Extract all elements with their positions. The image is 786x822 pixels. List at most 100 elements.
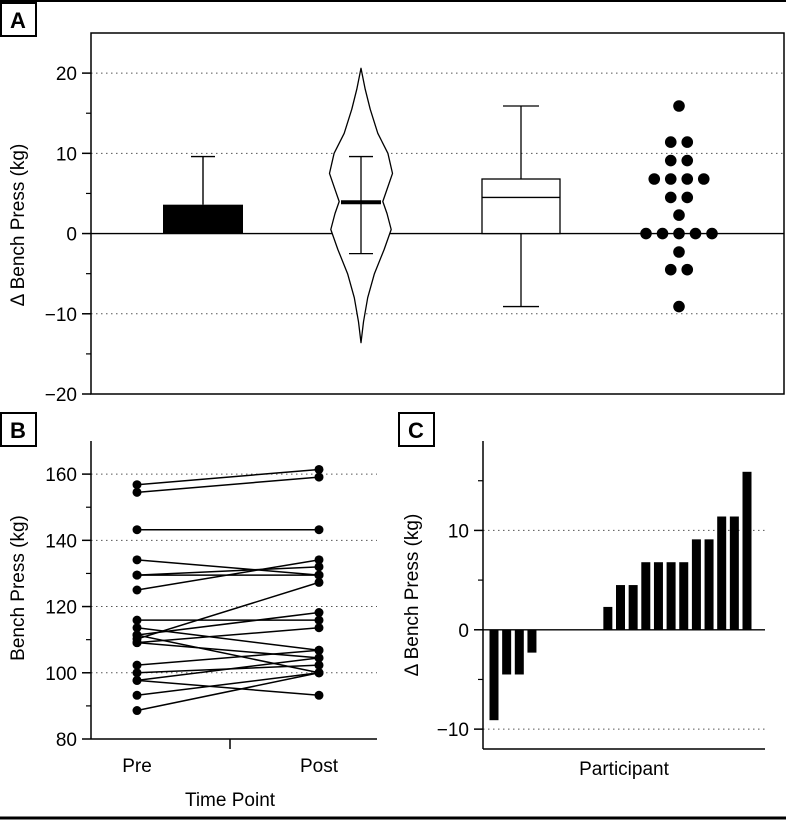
box-iqr xyxy=(481,178,561,235)
data-dot xyxy=(673,227,685,240)
post-point xyxy=(314,525,324,535)
panel-c-x-axis-title: Participant xyxy=(579,759,669,780)
data-dot xyxy=(681,154,694,167)
post-point xyxy=(314,570,324,580)
pre-point xyxy=(132,668,142,678)
y-tick-label: 100 xyxy=(45,664,77,685)
panel-a-plot-frame xyxy=(90,32,785,395)
participant-bar xyxy=(691,539,701,630)
data-dot xyxy=(664,136,677,148)
y-tick-label: 20 xyxy=(56,64,77,85)
y-tick-label: −20 xyxy=(45,385,77,406)
data-dot xyxy=(673,246,685,258)
participant-line xyxy=(136,649,320,666)
data-dot xyxy=(656,227,669,240)
participant-bar xyxy=(489,629,499,721)
participant-line xyxy=(136,672,320,712)
data-dot xyxy=(664,173,677,185)
panel-a-grid xyxy=(91,72,784,315)
panel-b: B 80 100 120 140 160 Pre Post Bench Press (kg… xyxy=(0,412,377,811)
pre-point xyxy=(132,585,142,595)
data-dot xyxy=(681,263,694,276)
participant-line xyxy=(136,581,320,640)
post-point xyxy=(314,464,324,474)
mean-bar xyxy=(163,204,243,234)
panel-a-letter: A xyxy=(10,8,26,33)
pre-point xyxy=(132,615,142,625)
participant-bar xyxy=(628,585,638,630)
panel-b-marks xyxy=(132,464,324,716)
x-tick-label-post: Post xyxy=(300,756,339,777)
post-point xyxy=(314,577,324,587)
post-point xyxy=(314,645,324,655)
y-tick-label: 140 xyxy=(45,531,77,552)
participant-line xyxy=(136,476,320,494)
panel-c: C −10 0 10 Δ Bench Press (kg) Participant xyxy=(398,412,765,780)
data-dot xyxy=(673,300,685,313)
post-point xyxy=(314,555,324,565)
participant-bar xyxy=(603,606,613,630)
participant-line xyxy=(136,657,320,682)
post-point xyxy=(314,660,324,670)
panel-b-y-axis: 80 100 120 140 160 xyxy=(45,441,92,751)
post-point xyxy=(314,615,324,625)
panel-b-x-axis-title: Time Point xyxy=(185,790,276,811)
participant-line xyxy=(136,679,320,697)
data-dot xyxy=(673,209,685,221)
participant-line xyxy=(136,559,320,576)
participant-line xyxy=(136,566,320,576)
participant-bar xyxy=(704,539,714,630)
post-point xyxy=(314,668,324,678)
pre-point xyxy=(132,525,142,535)
participant-bar xyxy=(653,562,663,630)
data-dot xyxy=(697,173,710,185)
participant-line xyxy=(136,468,320,486)
pre-point xyxy=(132,480,142,490)
data-dot xyxy=(681,173,694,185)
data-dot xyxy=(706,227,718,240)
participant-bar xyxy=(666,562,676,630)
data-dot xyxy=(681,191,694,204)
y-tick-label: 10 xyxy=(448,521,469,542)
participant-line xyxy=(136,611,320,636)
panel-c-marks xyxy=(489,471,752,721)
data-dot xyxy=(640,227,652,240)
panel-b-y-axis-title: Bench Press (kg) xyxy=(8,515,29,661)
panel-c-y-axis-title: Δ Bench Press (kg) xyxy=(402,514,423,677)
x-tick-label-pre: Pre xyxy=(122,756,152,777)
participant-bar xyxy=(641,562,651,630)
panel-a-y-axis: −20 −10 0 10 20 xyxy=(45,64,91,406)
y-tick-label: −10 xyxy=(45,305,77,326)
y-tick-label: 120 xyxy=(45,598,77,619)
pre-point xyxy=(132,555,142,565)
post-point xyxy=(314,608,324,618)
data-dot xyxy=(648,173,661,185)
pre-point xyxy=(132,570,142,580)
participant-bar xyxy=(616,585,625,630)
panel-a-y-axis-title: Δ Bench Press (kg) xyxy=(8,144,29,307)
participant-bar xyxy=(679,562,689,630)
data-dot xyxy=(664,154,677,167)
y-tick-label: 80 xyxy=(56,730,77,751)
participant-bar xyxy=(717,516,727,630)
participant-line xyxy=(136,559,320,591)
pre-point xyxy=(132,690,142,700)
participant-line xyxy=(136,626,320,644)
post-point xyxy=(314,653,324,663)
post-point xyxy=(314,690,324,700)
y-tick-label: 0 xyxy=(458,621,469,642)
y-tick-label: 0 xyxy=(66,225,77,246)
post-point xyxy=(314,472,324,482)
data-dot xyxy=(681,136,694,148)
pre-point xyxy=(132,675,142,685)
data-dot xyxy=(673,100,685,112)
participant-bar xyxy=(742,471,752,630)
panel-a: A −20 −10 0 10 20 Δ Bench Press (kg) xyxy=(0,2,785,406)
pre-point xyxy=(132,487,142,497)
panel-b-letter: B xyxy=(10,418,26,443)
participant-bar xyxy=(729,516,739,630)
participant-bar xyxy=(502,629,512,675)
participant-bar xyxy=(527,629,537,653)
y-tick-label: 10 xyxy=(56,144,77,165)
pre-point xyxy=(132,638,142,648)
